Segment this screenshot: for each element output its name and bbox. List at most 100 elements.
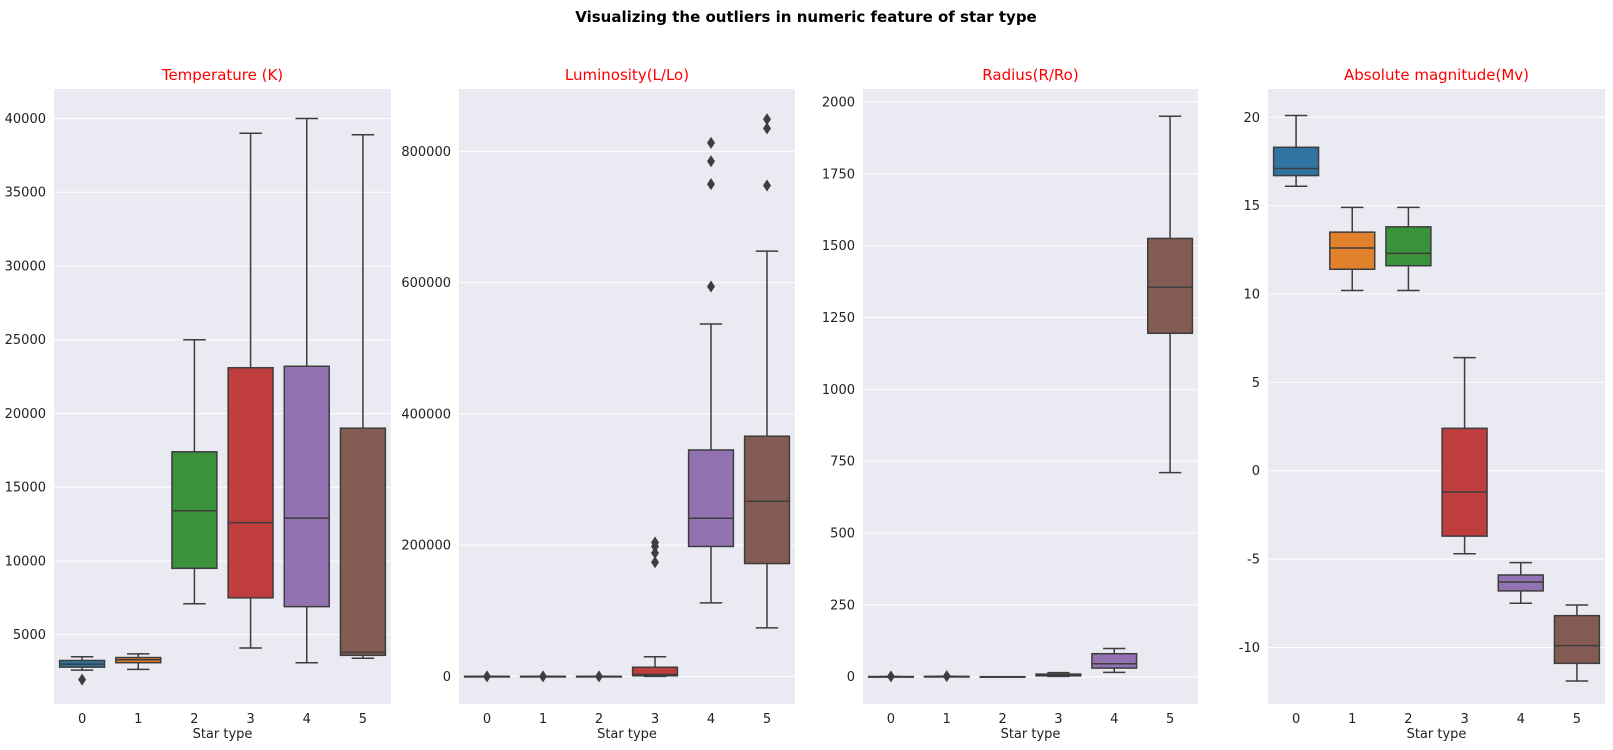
outlier-point	[763, 113, 771, 126]
y-tick-label: 20	[1243, 111, 1260, 126]
box-0	[463, 670, 511, 683]
y-tick-label: 0	[1252, 464, 1260, 479]
x-tick-label: 0	[78, 712, 86, 727]
subplot-1: 0 200000 400000 600000 800000 0 1 2 3 4 5 Luminosit…	[401, 66, 795, 742]
outlier-point	[942, 670, 951, 683]
box-2	[979, 675, 1026, 678]
y-tick-label: 1000	[822, 383, 855, 398]
box-5	[743, 113, 791, 629]
y-tick-label: 25000	[5, 333, 46, 348]
box-3	[631, 536, 679, 678]
axes-background	[863, 89, 1198, 704]
x-tick-label: 0	[483, 712, 491, 727]
box-body	[743, 435, 791, 565]
box-1	[115, 653, 162, 671]
x-axis-label: Star type	[597, 727, 657, 742]
box-body	[1147, 237, 1194, 335]
box-4	[1091, 647, 1138, 674]
box-1	[519, 670, 567, 683]
box-0	[1272, 114, 1320, 187]
box-body	[1272, 146, 1320, 177]
outlier-point	[539, 670, 547, 683]
x-tick-label: 3	[651, 712, 659, 727]
subplot-title: Absolute magnitude(Mv)	[1344, 66, 1529, 84]
box-1	[923, 670, 970, 683]
x-tick-label: 4	[1517, 712, 1525, 727]
box-body	[283, 365, 330, 608]
subplot-title: Luminosity(L/Lo)	[565, 66, 689, 84]
box-body	[1553, 614, 1601, 665]
outlier-point	[595, 670, 603, 683]
x-tick-label: 2	[190, 712, 198, 727]
outlier-point	[886, 670, 895, 683]
box-4	[283, 117, 330, 664]
axes-background	[1268, 89, 1605, 704]
box-body	[1497, 574, 1544, 592]
x-tick-label: 1	[1348, 712, 1356, 727]
y-tick-label: 200000	[401, 539, 451, 554]
box-body	[631, 666, 679, 677]
box-body	[687, 449, 735, 548]
box-4	[1497, 561, 1544, 605]
y-tick-label: 2000	[822, 95, 855, 110]
x-axis-label: Star type	[193, 727, 253, 742]
x-tick-label: 5	[763, 712, 771, 727]
box-body	[339, 427, 387, 657]
outlier-point	[78, 673, 87, 686]
outlier-point	[651, 556, 659, 569]
y-tick-label: -10	[1239, 641, 1260, 656]
outlier-point	[707, 280, 715, 293]
outlier-point	[707, 136, 715, 149]
box-5	[1147, 115, 1194, 474]
box-2	[171, 338, 218, 605]
x-tick-label: 3	[1460, 712, 1468, 727]
y-tick-label: 15	[1243, 199, 1260, 214]
y-tick-label: 1750	[822, 167, 855, 182]
y-tick-label: 600000	[401, 276, 451, 291]
subplot-title: Radius(R/Ro)	[982, 66, 1078, 84]
outlier-point	[483, 670, 491, 683]
x-tick-label: 1	[539, 712, 547, 727]
outlier-point	[707, 155, 715, 168]
box-0	[867, 670, 914, 683]
outlier-point	[763, 122, 771, 135]
y-tick-label: 0	[847, 670, 855, 685]
x-axis-label: Star type	[1407, 727, 1467, 742]
box-1	[1329, 206, 1376, 292]
x-axis-label: Star type	[1001, 727, 1061, 742]
x-tick-label: 4	[707, 712, 715, 727]
box-body	[227, 366, 274, 599]
y-tick-label: -5	[1247, 553, 1260, 568]
y-tick-label: 750	[830, 455, 855, 470]
y-tick-label: 10000	[5, 554, 46, 569]
x-tick-label: 4	[303, 712, 311, 727]
box-body	[1385, 226, 1432, 267]
box-body	[1441, 427, 1488, 537]
box-3	[1035, 671, 1082, 678]
y-tick-label: 5000	[13, 628, 46, 643]
x-tick-label: 2	[595, 712, 603, 727]
subplot-0: 5000 10000 15000 20000 25000 30000 35000 40000 0…	[5, 66, 391, 742]
y-tick-label: 1250	[822, 311, 855, 326]
x-tick-label: 1	[134, 712, 142, 727]
y-tick-label: 400000	[401, 407, 451, 422]
box-2	[575, 670, 623, 683]
axes-background	[459, 89, 795, 704]
box-0	[58, 656, 106, 686]
x-tick-label: 3	[1054, 712, 1062, 727]
outlier-point	[763, 179, 771, 192]
y-tick-label: 800000	[401, 145, 451, 160]
box-body	[1329, 231, 1376, 271]
y-tick-label: 40000	[5, 112, 46, 127]
y-tick-label: 10	[1243, 288, 1260, 303]
x-tick-label: 2	[998, 712, 1006, 727]
x-tick-label: 5	[359, 712, 367, 727]
y-tick-label: 1500	[822, 239, 855, 254]
x-tick-label: 2	[1404, 712, 1412, 727]
y-tick-label: 250	[830, 598, 855, 613]
box-3	[227, 132, 274, 649]
box-2	[1385, 206, 1432, 292]
outlier-point	[651, 536, 659, 549]
x-tick-label: 5	[1166, 712, 1174, 727]
